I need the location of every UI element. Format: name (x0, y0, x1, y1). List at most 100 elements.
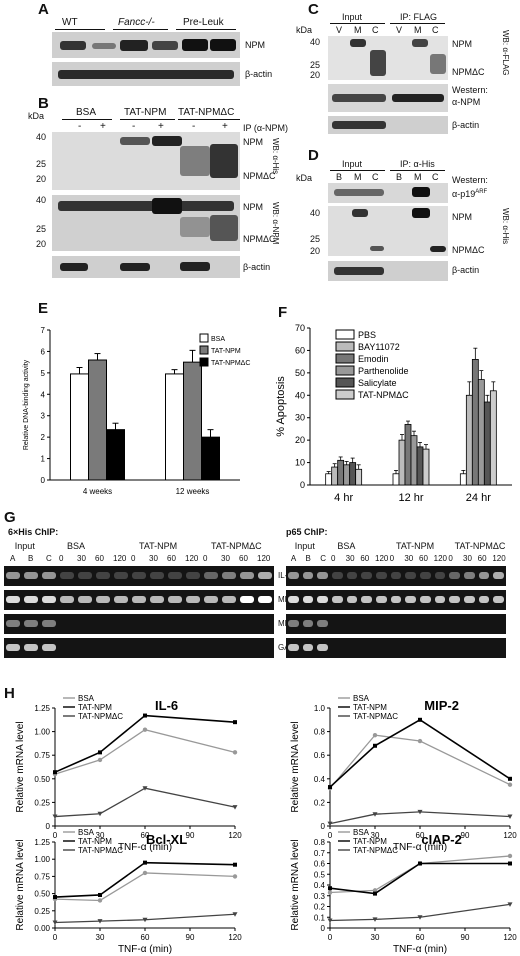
x-tick-label: 120 (228, 933, 242, 942)
band (493, 596, 504, 603)
x-tick-label: 60 (416, 831, 425, 840)
blot-a-npm (52, 32, 240, 58)
band (168, 572, 182, 579)
x-tick-label: 4 weeks (83, 487, 112, 496)
series-line (54, 729, 236, 775)
legend-swatch (335, 377, 355, 388)
band (288, 644, 299, 651)
band (6, 620, 20, 627)
lane: M (354, 172, 362, 182)
x-axis-label: TNF-α (min) (393, 944, 447, 955)
ip-label-b: IP (α-NPM) (243, 123, 289, 133)
label-npm: NPM (243, 137, 263, 147)
data-point (52, 920, 58, 925)
y-tick-label: 1.25 (34, 838, 50, 847)
y-tick-label: 10 (295, 458, 305, 468)
band (478, 572, 490, 579)
y-tick-label: 60 (295, 345, 305, 355)
x-tick-label: 0 (328, 933, 333, 942)
band (449, 596, 460, 603)
label-western: Western: (452, 85, 488, 95)
band (96, 596, 110, 603)
band (390, 596, 402, 603)
lane: V (396, 25, 403, 35)
x-tick-label: 120 (503, 933, 517, 942)
data-point (53, 895, 57, 900)
panel-label-h: H (4, 685, 15, 702)
lane: M (354, 25, 362, 35)
data-point (97, 919, 103, 924)
x-tick-label: 30 (371, 933, 380, 942)
x-axis-label: TNF-α (min) (118, 944, 172, 955)
time-label: 60 (419, 554, 428, 563)
panel-label-d: D (308, 147, 319, 164)
band (60, 596, 74, 603)
legend-swatch (199, 333, 209, 343)
data-point (328, 785, 332, 790)
panel-label-f: F (278, 304, 288, 321)
chart-title: cIAP-2 (421, 832, 461, 847)
band (302, 572, 314, 579)
y-tick-label: 50 (295, 368, 305, 378)
x-tick-label: 12 weeks (176, 487, 210, 496)
x-axis-label: TNF-α (min) (393, 842, 447, 853)
data-point (143, 860, 147, 865)
legend-swatch (335, 365, 355, 376)
lane-label: A (10, 554, 16, 563)
band (258, 572, 272, 579)
blot-d-his (328, 206, 448, 256)
panel-label-a: A (38, 1, 49, 18)
x-tick-label: 60 (141, 933, 150, 942)
time-label: 0 (389, 554, 395, 563)
y-tick-label: 0.50 (34, 775, 50, 784)
series-line (54, 714, 236, 773)
data-point (373, 891, 377, 896)
legend-label: Emodin (358, 354, 389, 364)
legend-label: TAT-NPMΔC (358, 390, 409, 400)
blot-c-flag (328, 36, 448, 80)
d-ip: IP: α-His (400, 159, 435, 169)
x-tick-label: 90 (461, 831, 470, 840)
sign: + (158, 121, 164, 132)
marker: 20 (36, 239, 47, 249)
y-tick-label: 1.25 (34, 704, 50, 713)
marker: 20 (36, 174, 47, 184)
band (361, 572, 372, 579)
x-tick-label: 60 (416, 933, 425, 942)
band (6, 572, 20, 579)
y-tick-label: 70 (295, 323, 305, 333)
x-tick-label: 120 (228, 831, 242, 840)
band (168, 596, 182, 603)
legend-label: TAT-NPMΔC (353, 846, 398, 855)
time-label: 120 (433, 554, 448, 563)
data-point (327, 821, 333, 827)
data-point (142, 727, 148, 732)
legend-label: BSA (353, 694, 370, 703)
time-label: 0 (131, 554, 136, 563)
series-line (54, 913, 236, 924)
group-header: BSA (67, 541, 86, 551)
row-label-actin: β-actin (245, 69, 273, 79)
label-p19: α-p19ARF (452, 189, 487, 199)
band (420, 572, 431, 579)
lane-label: B (28, 554, 34, 563)
y-tick-label: 0 (41, 476, 46, 485)
y-tick-label: 0.2 (314, 798, 326, 807)
band (390, 572, 402, 579)
legend-label: TAT-NPM (353, 703, 387, 712)
label-anpm: α-NPM (452, 97, 481, 107)
blot-a-actin (52, 62, 240, 86)
band (493, 572, 504, 579)
band (42, 620, 56, 627)
legend-label: BSA (211, 336, 225, 343)
data-point (53, 770, 57, 775)
data-point (372, 917, 378, 922)
label-western: Western: (452, 175, 488, 185)
data-point (232, 750, 238, 755)
marker: 25 (36, 159, 47, 169)
panel-label-c: C (308, 1, 319, 18)
band (24, 596, 38, 603)
time-label: 60 (95, 554, 104, 563)
band (96, 572, 110, 579)
blot-d-p19 (328, 183, 448, 203)
